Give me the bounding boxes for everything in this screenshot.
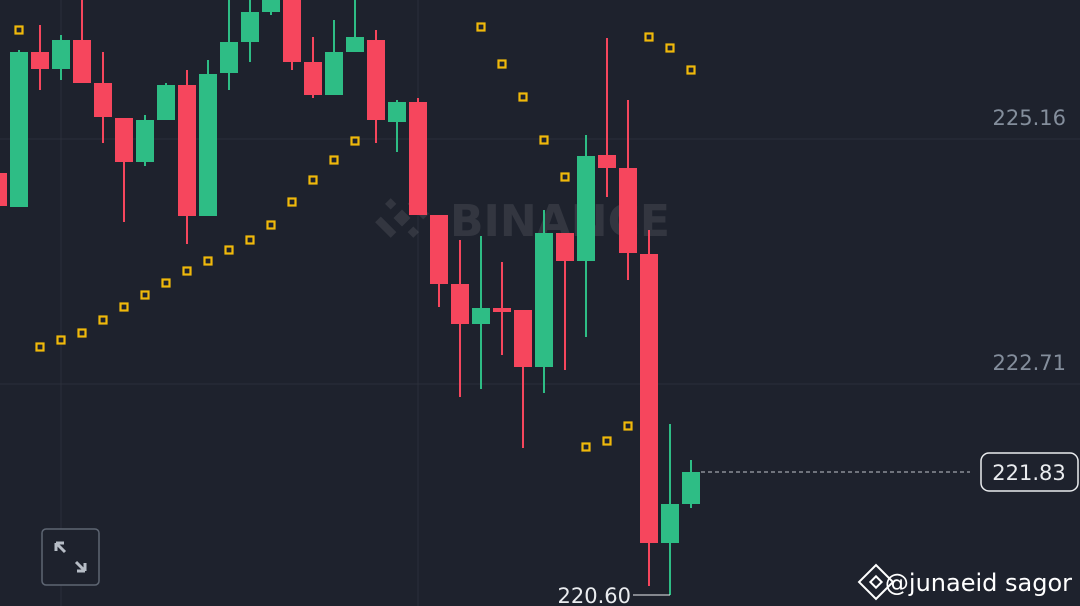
candle-body — [409, 102, 427, 215]
sar-dot — [476, 22, 486, 32]
sar-dot — [98, 315, 108, 325]
candle-body — [52, 40, 70, 69]
sar-dot — [14, 25, 24, 35]
sar-dot — [623, 421, 633, 431]
sar-dot — [266, 220, 276, 230]
sar-dot — [518, 92, 528, 102]
candle-body — [514, 310, 532, 367]
candle-body — [367, 40, 385, 120]
sar-dot — [665, 43, 675, 53]
sar-dot — [182, 266, 192, 276]
y-tick-label: 222.71 — [993, 351, 1066, 375]
sar-dot — [539, 135, 549, 145]
candle-body — [283, 0, 301, 62]
candle-body — [556, 233, 574, 261]
candle-body — [94, 83, 112, 117]
candle-body — [241, 12, 259, 42]
sar-dot — [140, 290, 150, 300]
candle-body — [598, 155, 616, 168]
candle-body — [661, 504, 679, 543]
credit-text: @junaeid sagor — [885, 569, 1072, 597]
candle-body — [640, 254, 658, 543]
last-price-box — [980, 452, 1079, 492]
sar-dot — [287, 197, 297, 207]
candle-body — [115, 118, 133, 162]
sar-dot — [56, 335, 66, 345]
sar-dot — [602, 436, 612, 446]
sar-dot — [77, 328, 87, 338]
candle-body — [199, 74, 217, 216]
candle-body — [682, 472, 700, 504]
sar-dot — [560, 172, 570, 182]
candle-body — [493, 308, 511, 312]
candle-body — [10, 52, 28, 207]
candle-body — [262, 0, 280, 12]
sar-dot — [224, 245, 234, 255]
candle-body — [157, 85, 175, 120]
candle-body — [304, 62, 322, 95]
y-tick-label: 225.16 — [993, 106, 1066, 130]
last-price-label: 221.83 — [992, 461, 1065, 485]
candle-body — [73, 40, 91, 83]
sar-dot — [35, 342, 45, 352]
credit: @junaeid sagor — [857, 563, 1072, 601]
sar-dot — [350, 136, 360, 146]
candle-body — [619, 168, 637, 253]
sar-dot — [245, 235, 255, 245]
sar-dot — [329, 155, 339, 165]
sar-dot — [686, 65, 696, 75]
sar-dot — [203, 256, 213, 266]
low-label: 220.60 — [558, 584, 631, 606]
sar-dot — [119, 302, 129, 312]
candle-body — [178, 85, 196, 216]
expand-button[interactable] — [41, 528, 100, 586]
candle-body — [31, 52, 49, 69]
sar-dot — [161, 278, 171, 288]
candle-body — [325, 52, 343, 95]
candle-body — [346, 37, 364, 52]
candle-body — [136, 120, 154, 162]
sar-dot — [308, 175, 318, 185]
candle-body — [577, 156, 595, 261]
candle-body — [220, 42, 238, 73]
candle-body — [388, 102, 406, 122]
candle-body — [535, 233, 553, 367]
candle-body — [451, 284, 469, 324]
candle-body — [0, 173, 7, 206]
sar-dot — [644, 32, 654, 42]
sar-dot — [581, 442, 591, 452]
candle-body — [430, 215, 448, 284]
sar-dot — [497, 59, 507, 69]
candle-body — [472, 308, 490, 324]
